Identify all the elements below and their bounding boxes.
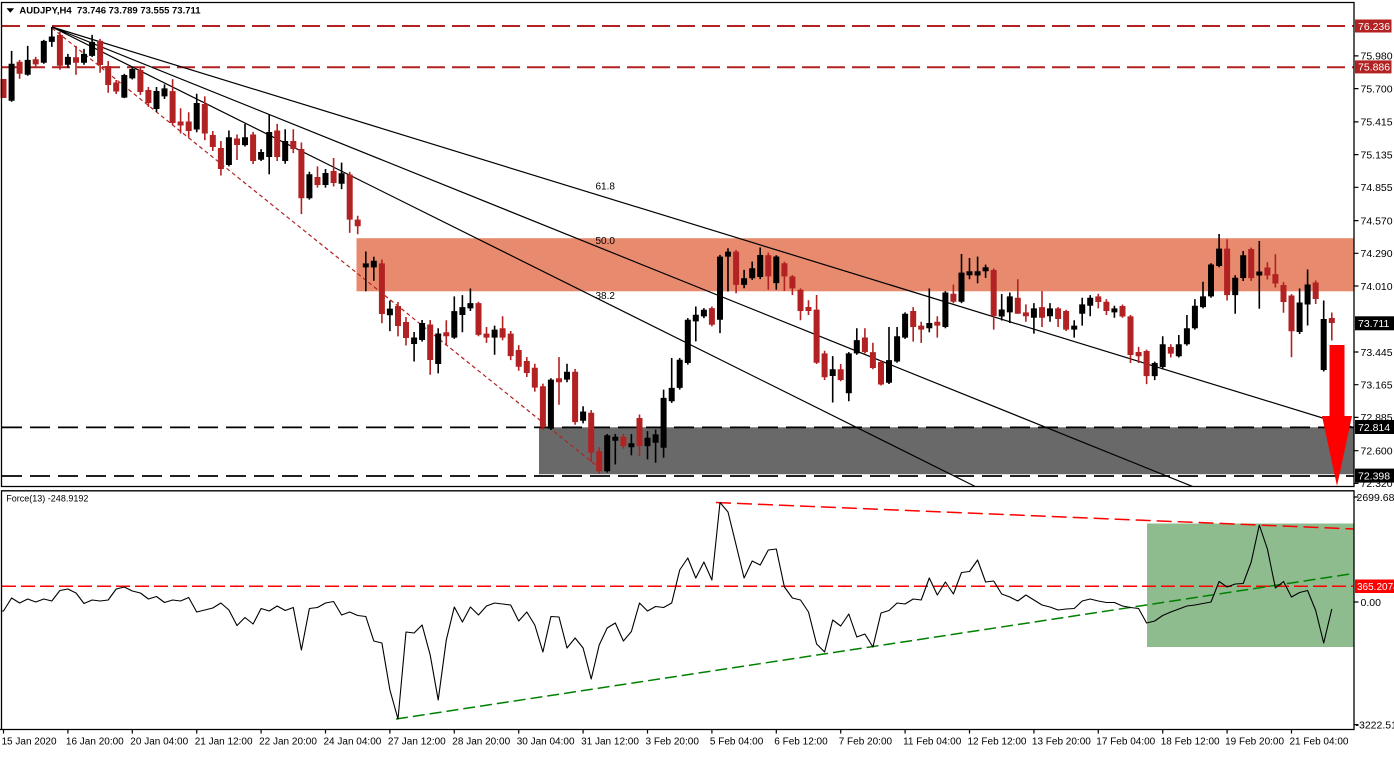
svg-text:75.886: 75.886: [1358, 62, 1390, 74]
svg-text:5 Feb 04:00: 5 Feb 04:00: [710, 737, 764, 748]
svg-text:76.236: 76.236: [1358, 21, 1390, 33]
svg-text:30 Jan 04:00: 30 Jan 04:00: [517, 737, 575, 748]
svg-text:19 Feb 20:00: 19 Feb 20:00: [1225, 737, 1284, 748]
svg-text:7 Feb 20:00: 7 Feb 20:00: [839, 737, 893, 748]
svg-text:72.398: 72.398: [1358, 470, 1390, 482]
svg-text:61.8: 61.8: [596, 182, 616, 193]
svg-text:31 Jan 12:00: 31 Jan 12:00: [581, 737, 639, 748]
svg-text:13 Feb 20:00: 13 Feb 20:00: [1032, 737, 1091, 748]
svg-text:74.290: 74.290: [1361, 248, 1393, 260]
svg-text:24 Jan 04:00: 24 Jan 04:00: [324, 737, 382, 748]
svg-text:38.2: 38.2: [596, 291, 616, 302]
svg-text:75.135: 75.135: [1361, 149, 1393, 161]
svg-text:6 Feb 12:00: 6 Feb 12:00: [774, 737, 828, 748]
svg-text:-3222.518: -3222.518: [1356, 719, 1394, 731]
svg-text:75.700: 75.700: [1361, 83, 1393, 95]
svg-text:11 Feb 04:00: 11 Feb 04:00: [903, 737, 962, 748]
svg-text:365.2074: 365.2074: [1357, 582, 1394, 593]
svg-text:22 Jan 20:00: 22 Jan 20:00: [259, 737, 317, 748]
svg-text:73.165: 73.165: [1361, 380, 1393, 392]
svg-text:17 Feb 04:00: 17 Feb 04:00: [1096, 737, 1155, 748]
svg-text:Force(13) -248.9192: Force(13) -248.9192: [6, 494, 88, 504]
svg-text:74.010: 74.010: [1361, 281, 1393, 293]
svg-text:72.814: 72.814: [1358, 422, 1390, 434]
svg-text:20 Jan 04:00: 20 Jan 04:00: [130, 737, 188, 748]
svg-text:75.415: 75.415: [1361, 117, 1393, 129]
svg-text:0.00: 0.00: [1361, 597, 1382, 609]
svg-text:12 Feb 12:00: 12 Feb 12:00: [968, 737, 1027, 748]
svg-text:3 Feb 20:00: 3 Feb 20:00: [646, 737, 700, 748]
svg-text:21 Feb 04:00: 21 Feb 04:00: [1290, 737, 1349, 748]
svg-text:74.570: 74.570: [1361, 215, 1393, 227]
svg-text:27 Jan 12:00: 27 Jan 12:00: [388, 737, 446, 748]
svg-text:2699.686: 2699.686: [1357, 492, 1394, 504]
svg-text:15 Jan 2020: 15 Jan 2020: [2, 737, 57, 748]
svg-text:73.711: 73.711: [1358, 318, 1389, 330]
svg-text:28 Jan 20:00: 28 Jan 20:00: [452, 737, 510, 748]
svg-text:72.600: 72.600: [1361, 446, 1393, 458]
svg-text:AUDJPY,H4 73.746 73.789 73.55: AUDJPY,H4 73.746 73.789 73.555 73.711: [19, 5, 201, 16]
svg-text:16 Jan 20:00: 16 Jan 20:00: [66, 737, 124, 748]
svg-text:74.855: 74.855: [1361, 182, 1393, 194]
svg-text:50.0: 50.0: [596, 236, 616, 247]
svg-text:18 Feb 12:00: 18 Feb 12:00: [1161, 737, 1220, 748]
svg-text:73.445: 73.445: [1361, 347, 1393, 359]
svg-text:21 Jan 12:00: 21 Jan 12:00: [195, 737, 253, 748]
